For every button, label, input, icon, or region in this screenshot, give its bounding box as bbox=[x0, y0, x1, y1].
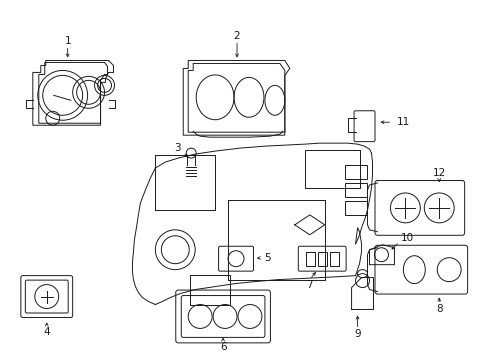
Text: 9: 9 bbox=[353, 329, 360, 339]
Text: 1: 1 bbox=[64, 36, 71, 46]
Bar bbox=[329, 252, 338, 266]
Bar bbox=[344, 183, 366, 197]
Bar bbox=[305, 252, 314, 266]
Text: 11: 11 bbox=[396, 117, 409, 127]
Text: 4: 4 bbox=[43, 327, 50, 337]
Text: 6: 6 bbox=[219, 342, 226, 352]
Text: 8: 8 bbox=[435, 305, 442, 315]
Text: 3: 3 bbox=[174, 143, 180, 153]
Bar bbox=[304, 150, 359, 188]
Text: 10: 10 bbox=[400, 233, 413, 243]
Text: 12: 12 bbox=[432, 168, 445, 178]
Text: 2: 2 bbox=[233, 31, 240, 41]
Bar bbox=[344, 201, 366, 215]
Bar bbox=[344, 165, 366, 179]
Text: 7: 7 bbox=[306, 280, 312, 289]
Text: 5: 5 bbox=[264, 253, 271, 263]
Bar bbox=[317, 252, 326, 266]
